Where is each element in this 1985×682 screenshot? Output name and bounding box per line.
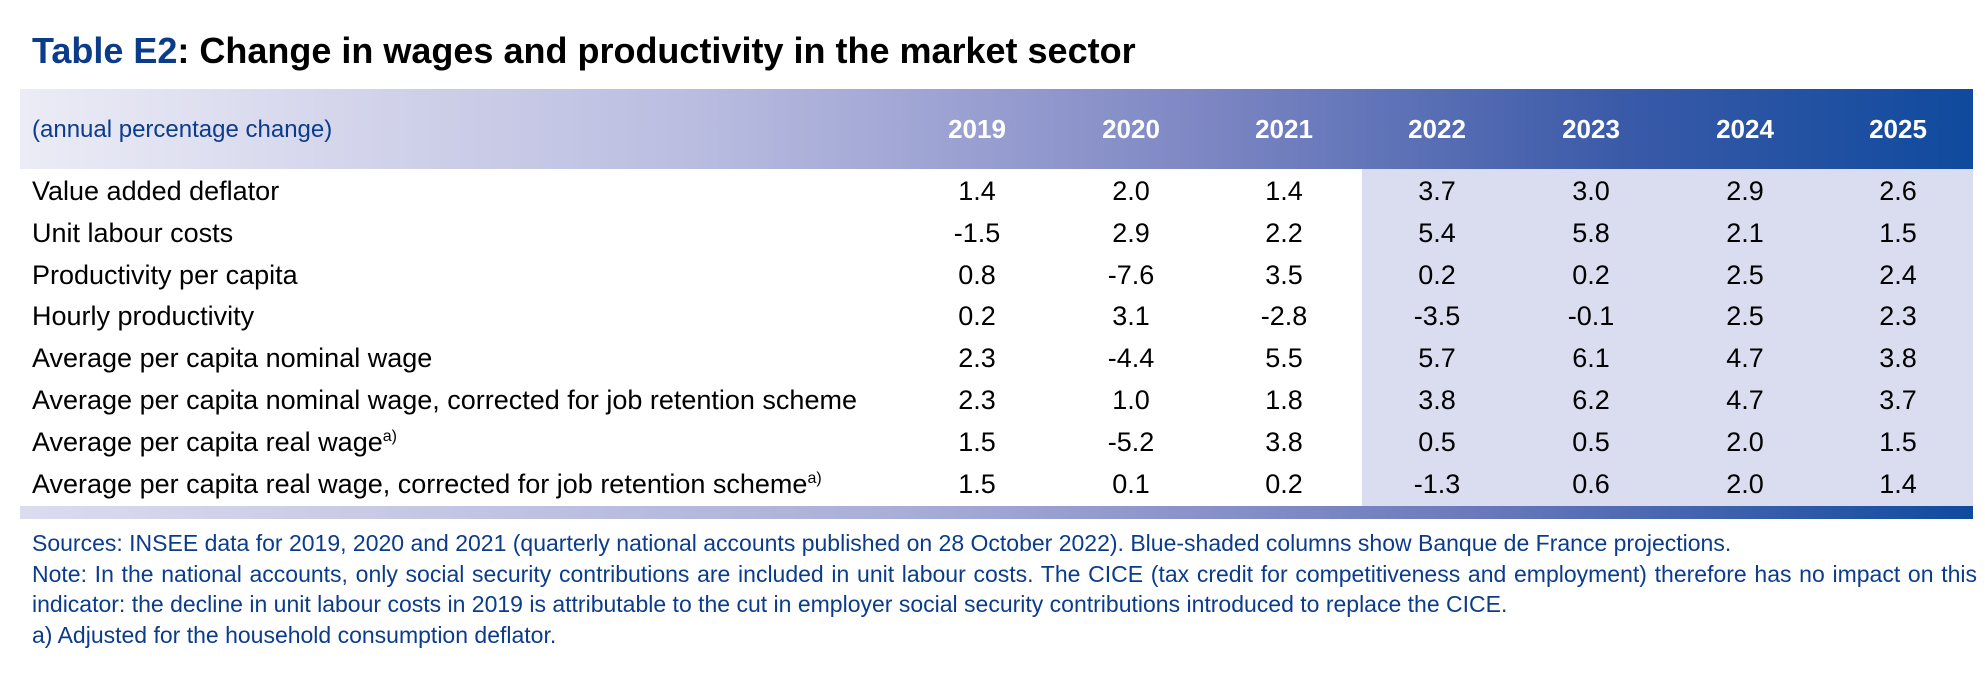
row-label-text: Value added deflator — [32, 176, 280, 206]
column-header: 2022 — [1408, 114, 1466, 144]
unit-label: (annual percentage change) — [32, 116, 333, 143]
notes: Sources: INSEE data for 2019, 2020 and 2… — [32, 528, 1977, 650]
row-label: Average per capita real wagea) — [32, 427, 397, 458]
row-label-text: Average per capita real wage, corrected … — [32, 468, 808, 499]
cell-value: 0.8 — [958, 259, 996, 290]
cell-value: 1.5 — [958, 426, 996, 457]
cell-value: 3.8 — [1879, 343, 1917, 374]
bottom-band — [20, 506, 1973, 519]
table-id: Table E2 — [32, 30, 178, 71]
row-label: Average per capita nominal wage — [32, 343, 432, 374]
cell-value: 0.2 — [958, 301, 996, 332]
cell-value: 2.6 — [1879, 176, 1917, 206]
header-band — [20, 89, 1973, 169]
cell-value: 2.3 — [1879, 301, 1917, 332]
cell-value: 1.0 — [1112, 385, 1150, 415]
column-header: 2024 — [1716, 114, 1774, 144]
cell-value: 3.8 — [1418, 385, 1456, 415]
note-mark: a) — [382, 427, 397, 445]
row-label-text: Average per capita real wage — [32, 426, 383, 457]
cell-value: 1.8 — [1265, 385, 1303, 415]
cell-value: 2.3 — [958, 343, 996, 374]
cell-value: 1.5 — [1879, 217, 1917, 248]
cell-value: 2.3 — [958, 385, 996, 415]
cell-value: 5.8 — [1572, 217, 1610, 248]
column-header: 2023 — [1562, 114, 1620, 144]
cell-value: 2.2 — [1265, 217, 1303, 248]
row-label: Value added deflator — [32, 176, 279, 207]
cell-value: 0.2 — [1572, 259, 1610, 290]
note-line: Note: In the national accounts, only soc… — [32, 560, 1977, 618]
cell-value: 1.5 — [1879, 426, 1917, 457]
row-label-text: Average per capita nominal wage, correct… — [32, 385, 857, 415]
cell-value: -2.8 — [1260, 301, 1308, 332]
cell-value: 0.5 — [1418, 426, 1456, 457]
cell-value: -5.2 — [1107, 426, 1155, 457]
cell-value: 5.4 — [1418, 217, 1456, 248]
cell-value: 3.8 — [1265, 426, 1303, 457]
cell-value: 2.5 — [1726, 301, 1764, 332]
cell-value: 2.0 — [1726, 468, 1764, 499]
cell-value: 0.6 — [1572, 468, 1610, 499]
row-label-text: Unit labour costs — [32, 217, 234, 248]
row-label-text: Productivity per capita — [32, 259, 298, 290]
row-label-text: Average per capita nominal wage — [32, 343, 433, 374]
row-label: Hourly productivity — [32, 301, 254, 332]
cell-value: 4.7 — [1726, 343, 1764, 374]
projection-shade — [1362, 169, 1973, 506]
cell-value: 0.1 — [1112, 468, 1150, 499]
cell-value: -1.3 — [1413, 468, 1461, 499]
cell-value: 2.0 — [1726, 426, 1764, 457]
cell-value: 3.7 — [1418, 176, 1456, 206]
title-text: : Change in wages and productivity in th… — [177, 30, 1136, 71]
cell-value: -0.1 — [1567, 301, 1615, 332]
cell-value: 2.0 — [1112, 176, 1150, 206]
cell-value: 5.5 — [1265, 343, 1303, 374]
cell-value: 6.2 — [1572, 385, 1610, 415]
cell-value: -3.5 — [1413, 301, 1461, 332]
row-label: Average per capita real wage, corrected … — [32, 469, 822, 500]
cell-value: 2.4 — [1879, 259, 1917, 290]
cell-value: 2.1 — [1726, 217, 1764, 248]
column-header: 2025 — [1869, 114, 1927, 144]
row-label-text: Hourly productivity — [32, 301, 255, 332]
cell-value: -1.5 — [953, 217, 1001, 248]
cell-value: 3.1 — [1112, 301, 1150, 332]
note-line: a) Adjusted for the household consumptio… — [32, 621, 557, 648]
cell-value: -4.4 — [1107, 343, 1155, 374]
cell-value: 0.5 — [1572, 426, 1610, 457]
column-header: 2019 — [948, 114, 1006, 144]
note-line: Sources: INSEE data for 2019, 2020 and 2… — [32, 530, 1732, 556]
row-label: Unit labour costs — [32, 218, 233, 249]
cell-value: 6.1 — [1572, 343, 1610, 374]
column-header: 2020 — [1102, 114, 1160, 144]
cell-value: 0.2 — [1265, 468, 1303, 499]
note-mark: a) — [807, 469, 822, 487]
cell-value: 3.5 — [1265, 259, 1303, 290]
cell-value: 1.4 — [1879, 468, 1917, 499]
cell-value: -7.6 — [1107, 259, 1155, 290]
cell-value: 4.7 — [1726, 385, 1764, 415]
row-label: Average per capita nominal wage, correct… — [32, 385, 857, 416]
cell-value: 1.5 — [958, 468, 996, 499]
cell-value: 3.0 — [1572, 176, 1610, 206]
cell-value: 2.5 — [1726, 259, 1764, 290]
row-label: Productivity per capita — [32, 260, 298, 291]
column-header: 2021 — [1255, 114, 1313, 144]
cell-value: 2.9 — [1112, 217, 1150, 248]
cell-value: 1.4 — [958, 176, 996, 206]
cell-value: 5.7 — [1418, 343, 1456, 374]
title: Table E2: Change in wages and productivi… — [32, 30, 1136, 72]
cell-value: 0.2 — [1418, 259, 1456, 290]
cell-value: 2.9 — [1726, 176, 1764, 206]
cell-value: 3.7 — [1879, 385, 1917, 415]
cell-value: 1.4 — [1265, 176, 1303, 206]
